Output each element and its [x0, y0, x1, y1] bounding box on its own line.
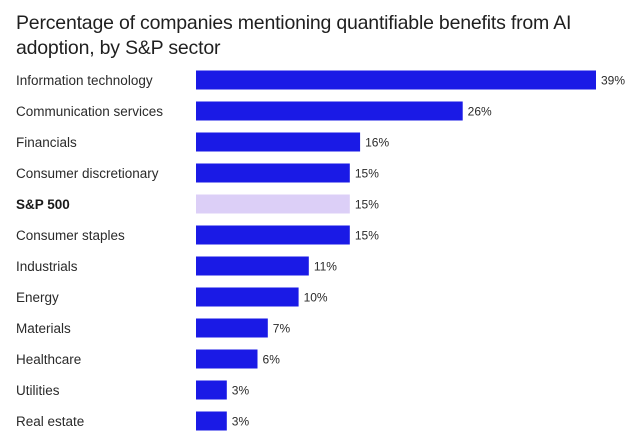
data-label: 3%	[232, 384, 250, 398]
bar	[196, 380, 227, 400]
category-label: Industrials	[16, 259, 78, 274]
bar	[196, 101, 463, 121]
bar	[196, 318, 268, 338]
category-label: Communication services	[16, 104, 163, 119]
category-label: Real estate	[16, 414, 84, 429]
category-label: Healthcare	[16, 352, 81, 367]
category-label: Information technology	[16, 73, 153, 88]
bar	[196, 70, 596, 90]
category-label: Financials	[16, 135, 77, 150]
bar	[196, 256, 309, 276]
data-label: 26%	[468, 105, 492, 119]
data-label: 16%	[365, 136, 389, 150]
data-label: 39%	[601, 74, 625, 88]
data-label: 6%	[263, 353, 281, 367]
bar	[196, 225, 350, 245]
data-label: 10%	[304, 291, 328, 305]
bar	[196, 132, 361, 152]
bar	[196, 163, 350, 183]
data-label: 15%	[355, 167, 379, 181]
category-label: Materials	[16, 321, 71, 336]
data-label: 15%	[355, 198, 379, 212]
data-label: 7%	[273, 322, 291, 336]
category-label: Energy	[16, 290, 59, 305]
data-label: 15%	[355, 229, 379, 243]
bar	[196, 411, 227, 431]
category-label: Consumer staples	[16, 228, 125, 243]
category-label: Utilities	[16, 383, 60, 398]
chart-title: Percentage of companies mentioning quant…	[16, 12, 572, 59]
bar	[196, 287, 299, 307]
data-label: 11%	[314, 260, 337, 274]
category-label: S&P 500	[16, 197, 70, 212]
category-label: Consumer discretionary	[16, 166, 159, 181]
bar	[196, 194, 350, 214]
data-label: 3%	[232, 415, 250, 429]
bar	[196, 349, 258, 369]
